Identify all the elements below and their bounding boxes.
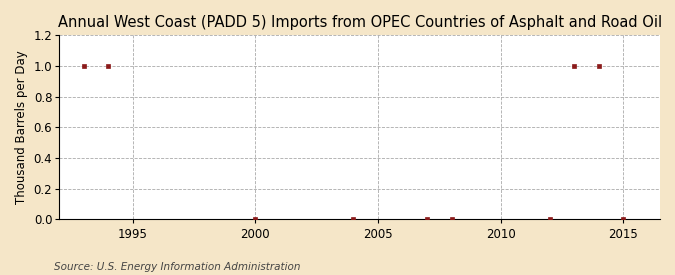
Y-axis label: Thousand Barrels per Day: Thousand Barrels per Day: [15, 51, 28, 204]
Text: Source: U.S. Energy Information Administration: Source: U.S. Energy Information Administ…: [54, 262, 300, 272]
Title: Annual West Coast (PADD 5) Imports from OPEC Countries of Asphalt and Road Oil: Annual West Coast (PADD 5) Imports from …: [57, 15, 662, 30]
